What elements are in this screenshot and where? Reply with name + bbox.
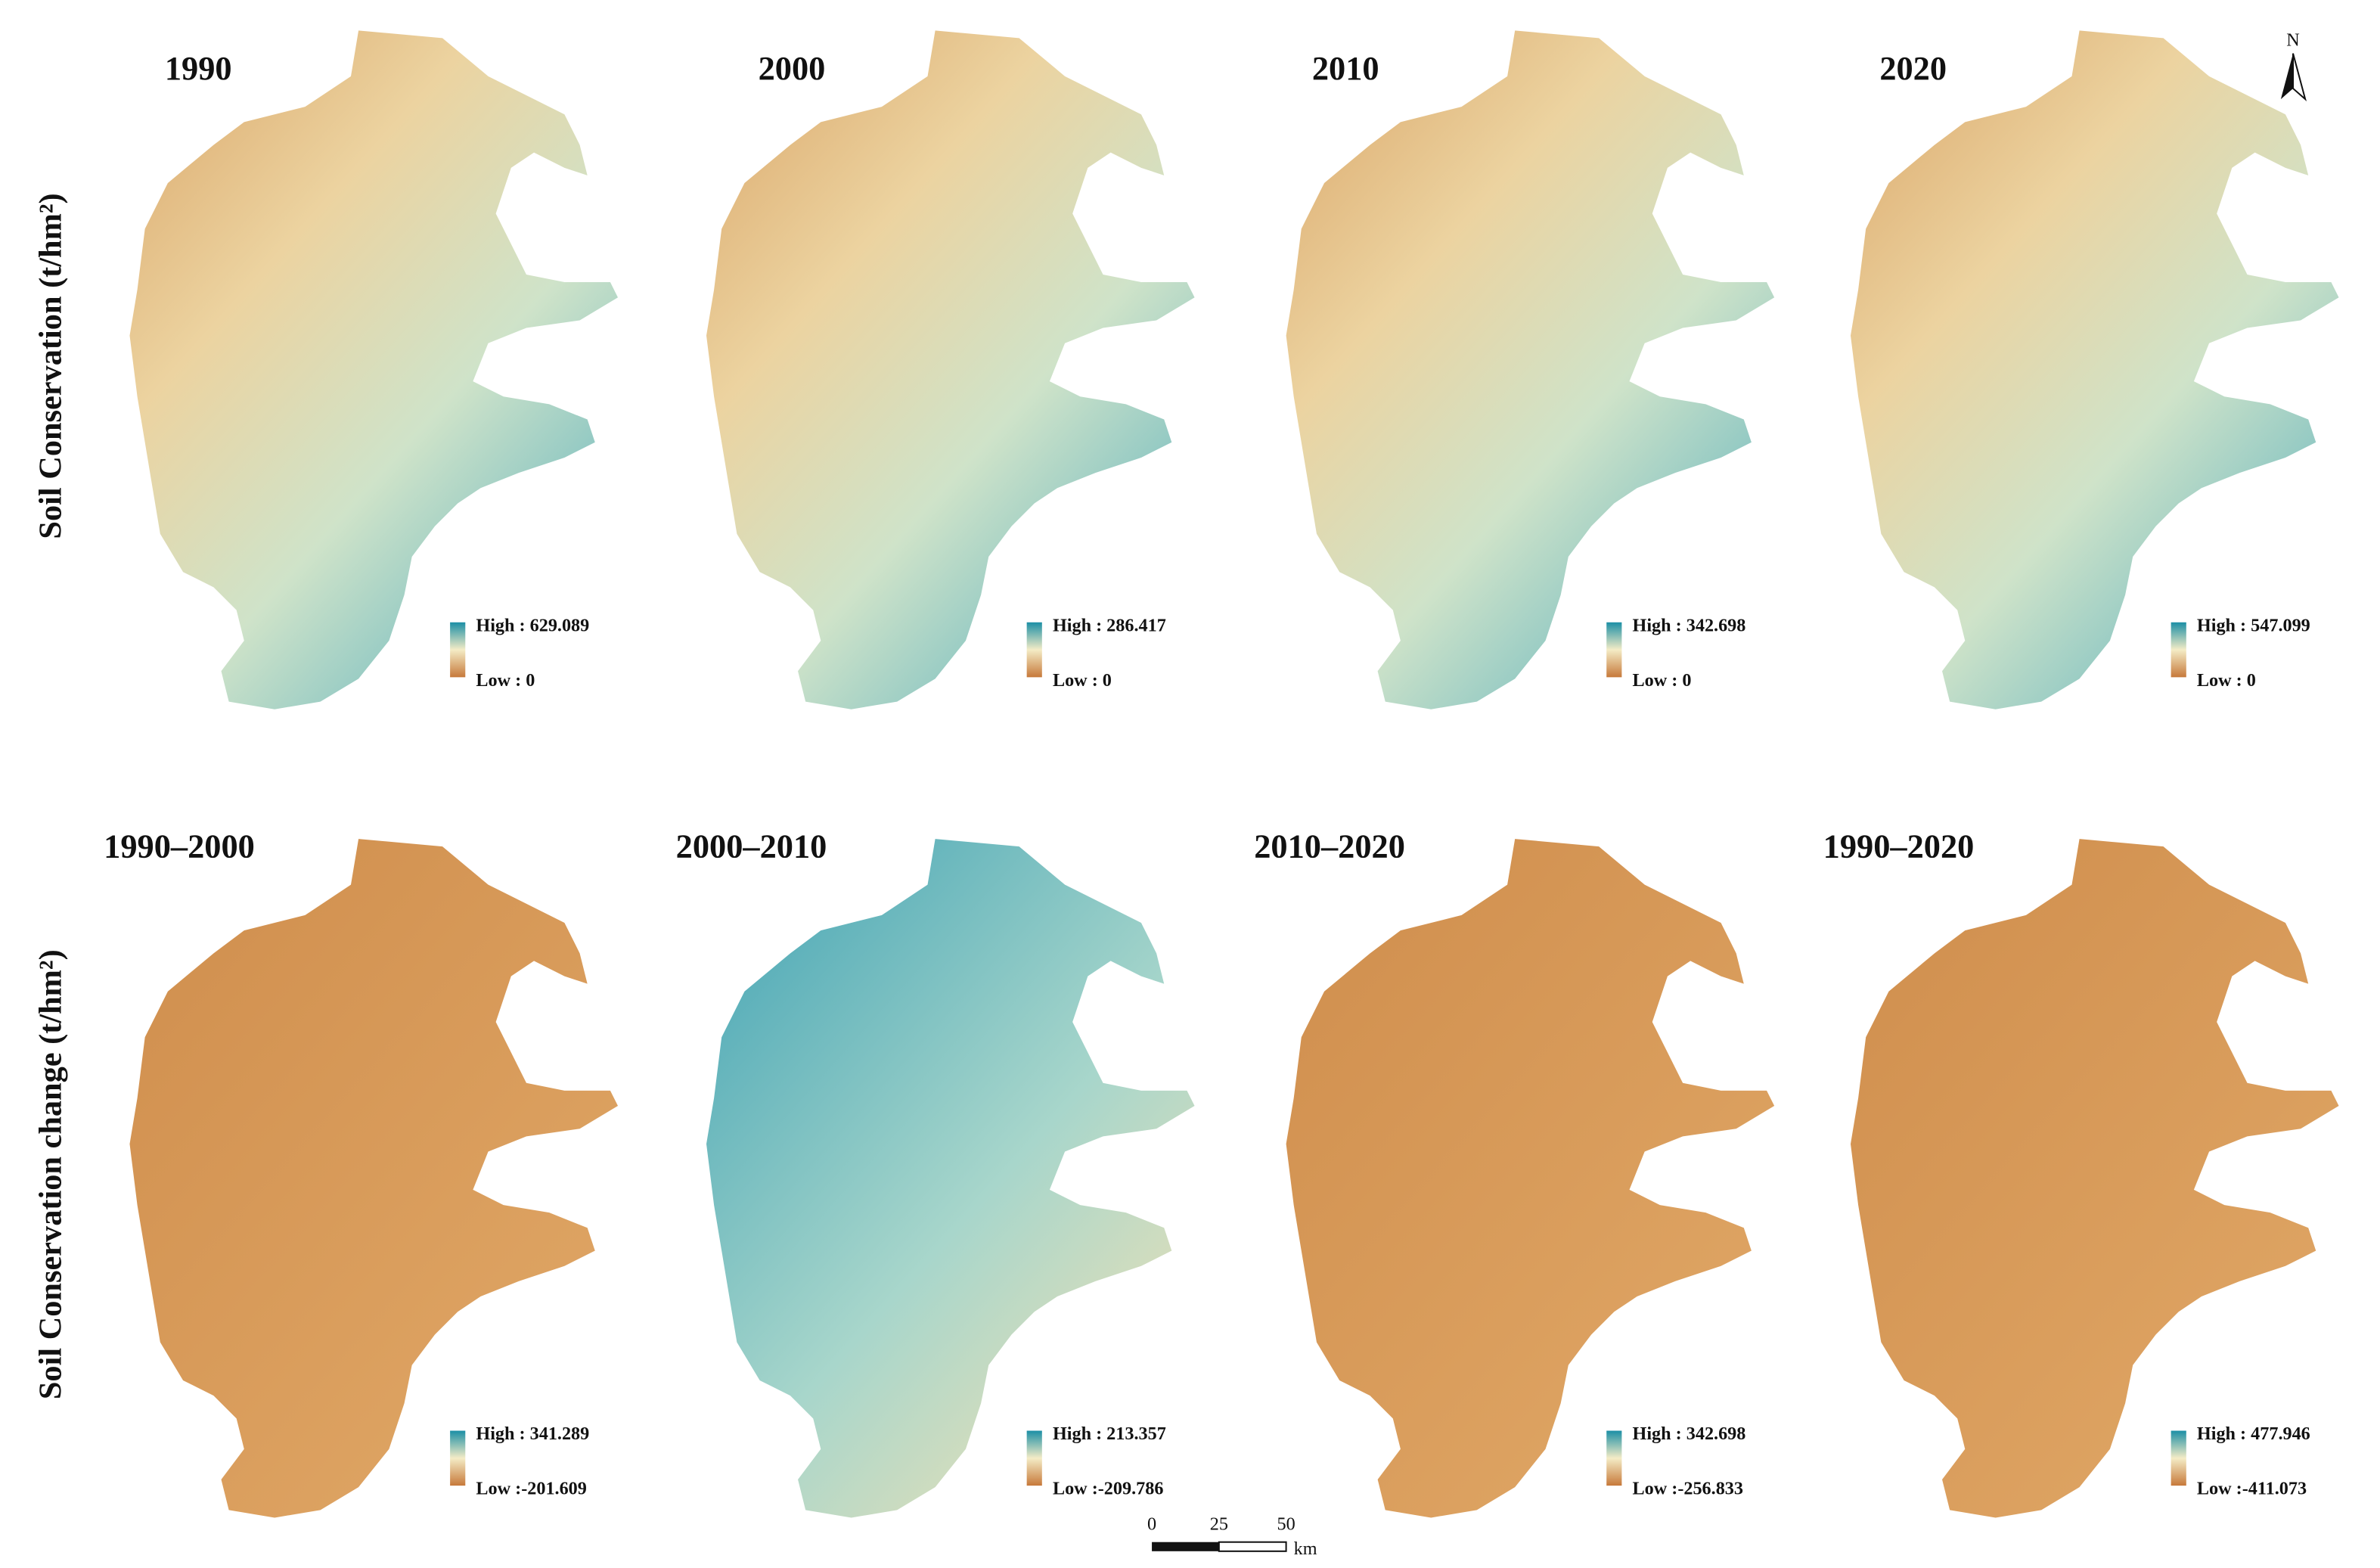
map-panel: 2020 High : 547.099 Low : 0 bbox=[1850, 30, 2339, 709]
region-map bbox=[1286, 839, 1775, 1518]
north-arrow: N bbox=[2280, 30, 2307, 102]
legend-ramp bbox=[2171, 1430, 2186, 1486]
region-map bbox=[1850, 30, 2339, 709]
map-panel: 2010–2020 High : 342.698 Low :-256.833 bbox=[1254, 827, 1775, 1518]
legend-low: Low :-411.073 bbox=[2197, 1479, 2307, 1499]
region-map bbox=[706, 839, 1195, 1518]
map-panel: 1990 High : 629.089 Low : 0 bbox=[129, 30, 619, 709]
legend-high: High : 213.357 bbox=[1053, 1424, 1166, 1444]
legend-ramp bbox=[1026, 622, 1042, 678]
panel-title: 2000–2010 bbox=[676, 827, 827, 865]
panel-title: 2020 bbox=[1879, 49, 1947, 87]
legend-high: High : 286.417 bbox=[1053, 615, 1166, 635]
region-map bbox=[1286, 30, 1775, 709]
legend-high: High : 477.946 bbox=[2197, 1424, 2310, 1444]
legend-low: Low :-209.786 bbox=[1053, 1479, 1163, 1499]
scale-tick: 25 bbox=[1210, 1514, 1228, 1535]
panel-title: 1990–2000 bbox=[104, 827, 255, 865]
legend-ramp bbox=[1606, 1430, 1622, 1486]
map-panel: 2000 High : 286.417 Low : 0 bbox=[706, 30, 1195, 709]
legend-ramp bbox=[450, 622, 466, 678]
region-map bbox=[129, 30, 619, 709]
legend-high: High : 547.099 bbox=[2197, 615, 2310, 635]
scale-tick: 0 bbox=[1147, 1514, 1156, 1535]
legend-low: Low : 0 bbox=[1053, 670, 1112, 691]
legend-ramp bbox=[1606, 622, 1622, 678]
legend-low: Low :-256.833 bbox=[1633, 1479, 1743, 1499]
legend-high: High : 342.698 bbox=[1633, 615, 1746, 635]
north-label: N bbox=[2286, 30, 2299, 51]
panel-title: 1990–2020 bbox=[1823, 827, 1975, 865]
panel-title: 2000 bbox=[759, 49, 826, 87]
row-label: Soil Conservation (t/hm²) bbox=[33, 193, 69, 539]
region-map bbox=[129, 839, 619, 1518]
panel-title: 1990 bbox=[165, 49, 232, 87]
legend-low: Low : 0 bbox=[1633, 670, 1692, 691]
region-map bbox=[1850, 839, 2339, 1518]
map-panel: 2000–2010 High : 213.357 Low :-209.786 bbox=[676, 827, 1195, 1518]
scale-bar: km bbox=[1152, 1539, 1317, 1559]
legend-ramp bbox=[450, 1430, 466, 1486]
legend-low: Low : 0 bbox=[476, 670, 535, 691]
legend-high: High : 342.698 bbox=[1633, 1424, 1746, 1444]
legend-low: Low :-201.609 bbox=[476, 1479, 586, 1499]
map-panel: 1990–2000 High : 341.289 Low :-201.609 bbox=[104, 827, 619, 1518]
legend-ramp bbox=[1026, 1430, 1042, 1486]
map-panel: 2010 High : 342.698 Low : 0 bbox=[1286, 30, 1775, 709]
scale-unit: km bbox=[1294, 1539, 1317, 1559]
legend-high: High : 341.289 bbox=[476, 1424, 589, 1444]
legend-ramp bbox=[2171, 622, 2186, 678]
legend-low: Low : 0 bbox=[2197, 670, 2256, 691]
row-label: Soil Conservation change (t/hm²) bbox=[33, 949, 69, 1399]
map-panel: 1990–2020 High : 477.946 Low :-411.073 bbox=[1823, 827, 2339, 1518]
panel-title: 2010–2020 bbox=[1254, 827, 1405, 865]
region-map bbox=[706, 30, 1195, 709]
scale-tick: 50 bbox=[1277, 1514, 1295, 1535]
panel-title: 2010 bbox=[1312, 49, 1379, 87]
legend-high: High : 629.089 bbox=[476, 615, 589, 635]
